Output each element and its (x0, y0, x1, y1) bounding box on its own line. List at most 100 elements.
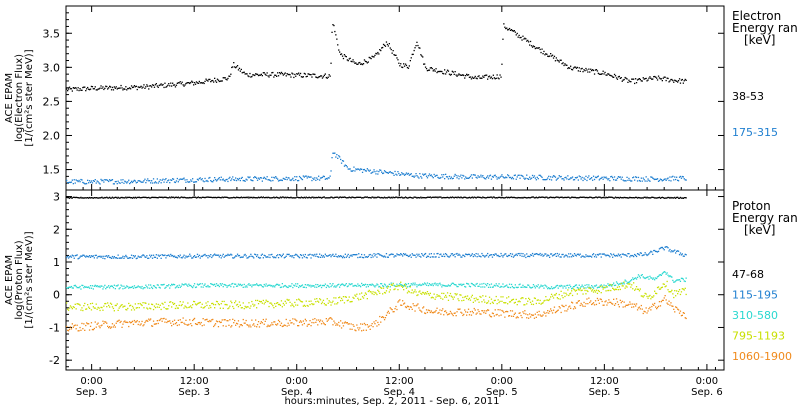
data-point (501, 300, 503, 302)
data-point (676, 279, 678, 281)
data-point (290, 179, 292, 182)
data-point (521, 39, 523, 41)
data-point (575, 197, 578, 199)
data-point (105, 255, 107, 257)
data-point (657, 305, 660, 307)
data-point (627, 304, 629, 306)
data-point (165, 86, 167, 88)
data-point (179, 197, 181, 199)
data-point (185, 306, 187, 308)
data-point (402, 255, 404, 257)
data-point (564, 196, 566, 199)
data-point (652, 278, 654, 280)
data-point (414, 310, 416, 312)
data-point (247, 284, 249, 286)
data-point (410, 283, 412, 285)
data-point (120, 320, 122, 323)
data-point (372, 171, 374, 173)
data-point (332, 300, 334, 302)
data-point (675, 280, 677, 282)
data-point (103, 181, 105, 183)
data-point (593, 178, 596, 181)
data-point (499, 176, 501, 178)
data-point (355, 295, 357, 297)
data-point (342, 160, 345, 162)
data-point (433, 293, 435, 295)
data-point (230, 300, 232, 302)
data-point (526, 174, 528, 176)
data-point (356, 196, 358, 198)
data-point (120, 284, 122, 286)
data-point (248, 256, 250, 258)
data-point (575, 67, 578, 69)
data-point (90, 197, 93, 199)
data-point (356, 168, 358, 171)
data-point (549, 178, 551, 181)
data-point (613, 197, 616, 199)
data-point (290, 255, 292, 257)
data-point (506, 196, 508, 198)
data-point (181, 303, 183, 306)
data-point (635, 278, 638, 280)
data-point (193, 256, 195, 258)
data-point (382, 316, 385, 319)
data-point (441, 255, 443, 257)
data-point (518, 252, 520, 255)
data-point (94, 197, 96, 199)
data-point (282, 74, 284, 76)
data-point (438, 177, 440, 179)
data-point (540, 175, 542, 177)
data-point (592, 286, 594, 288)
data-point (332, 197, 334, 199)
data-point (218, 177, 220, 179)
data-point (500, 197, 502, 199)
data-point (303, 256, 305, 258)
data-point (404, 283, 407, 285)
data-point (267, 300, 269, 303)
data-point (82, 181, 84, 184)
data-point (204, 305, 206, 308)
data-point (619, 196, 621, 198)
data-point (214, 254, 217, 256)
data-point (407, 255, 410, 258)
data-point (631, 255, 633, 257)
data-point (582, 255, 584, 257)
data-point (435, 284, 437, 286)
data-point (265, 196, 267, 198)
x-axis-title: hours:minutes, Sep. 2, 2011 - Sep. 6, 20… (284, 396, 499, 407)
data-point (278, 303, 281, 306)
data-point (548, 175, 550, 177)
data-point (344, 253, 346, 255)
data-point (563, 292, 565, 294)
data-point (530, 287, 533, 289)
data-point (235, 324, 237, 326)
data-point (515, 34, 517, 36)
data-point (130, 254, 133, 256)
data-point (462, 283, 464, 286)
data-point (472, 174, 474, 176)
data-point (570, 65, 572, 67)
data-point (308, 176, 310, 178)
data-point (643, 78, 645, 80)
data-point (242, 286, 244, 288)
data-point (608, 289, 610, 292)
x-tick-date-label: Sep. 4 (281, 387, 313, 398)
data-point (553, 197, 556, 199)
data-point (635, 305, 637, 307)
data-point (376, 256, 378, 258)
data-point (117, 196, 119, 198)
data-point (322, 255, 325, 257)
data-point (268, 254, 270, 256)
data-point (566, 284, 568, 287)
data-point (629, 280, 631, 283)
data-point (418, 291, 420, 293)
data-point (430, 67, 432, 69)
data-point (108, 255, 110, 257)
data-point (334, 30, 336, 33)
data-point (464, 77, 466, 79)
data-point (581, 196, 583, 198)
y-tick-label: 3.5 (43, 27, 61, 40)
data-point (596, 176, 599, 178)
data-point (503, 177, 505, 179)
data-point (249, 196, 251, 198)
